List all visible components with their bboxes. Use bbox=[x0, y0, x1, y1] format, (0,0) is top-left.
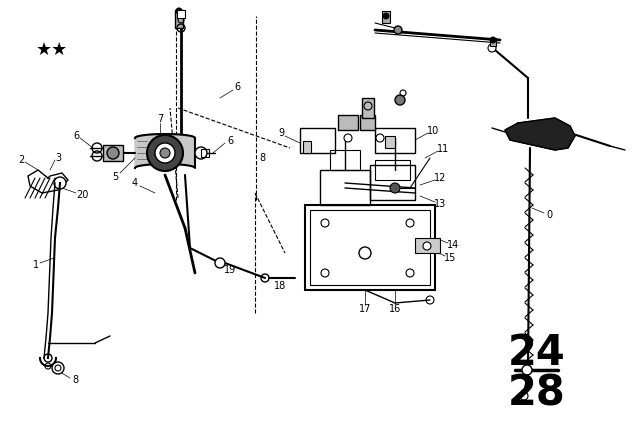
Circle shape bbox=[394, 26, 402, 34]
Circle shape bbox=[215, 258, 225, 268]
Text: 18: 18 bbox=[274, 281, 286, 291]
Circle shape bbox=[321, 219, 329, 227]
Text: 9: 9 bbox=[278, 128, 284, 138]
Circle shape bbox=[376, 134, 384, 142]
Text: ★★: ★★ bbox=[36, 41, 68, 59]
Text: 24: 24 bbox=[508, 332, 566, 374]
Bar bbox=[338, 115, 358, 130]
Polygon shape bbox=[505, 118, 575, 150]
Circle shape bbox=[390, 183, 400, 193]
Bar bbox=[310, 210, 430, 285]
Circle shape bbox=[107, 147, 119, 159]
Text: 12: 12 bbox=[434, 173, 446, 183]
Text: 8: 8 bbox=[259, 153, 265, 163]
Bar bbox=[305, 205, 435, 290]
Circle shape bbox=[490, 37, 496, 43]
Text: 0: 0 bbox=[546, 210, 552, 220]
Text: 16: 16 bbox=[389, 304, 401, 314]
Text: 17: 17 bbox=[359, 304, 371, 314]
Bar bbox=[330, 150, 360, 170]
Text: 28: 28 bbox=[508, 372, 566, 414]
Circle shape bbox=[155, 143, 175, 163]
Circle shape bbox=[147, 135, 183, 171]
Bar bbox=[300, 128, 335, 153]
Circle shape bbox=[488, 44, 496, 52]
Text: 1: 1 bbox=[33, 260, 39, 270]
Text: 5: 5 bbox=[112, 172, 118, 182]
Circle shape bbox=[52, 362, 64, 374]
Bar bbox=[490, 38, 496, 46]
Bar bbox=[201, 149, 209, 157]
Text: 15: 15 bbox=[444, 253, 456, 263]
Text: 13: 13 bbox=[434, 199, 446, 209]
Text: 19: 19 bbox=[224, 265, 236, 275]
Text: 10: 10 bbox=[427, 126, 439, 136]
Polygon shape bbox=[28, 170, 68, 193]
Bar bbox=[175, 10, 183, 28]
Circle shape bbox=[359, 247, 371, 259]
Circle shape bbox=[395, 95, 405, 105]
Circle shape bbox=[344, 134, 352, 142]
Text: 2: 2 bbox=[18, 155, 24, 165]
Bar bbox=[360, 115, 375, 130]
Text: 14: 14 bbox=[447, 240, 459, 250]
Text: 11: 11 bbox=[437, 144, 449, 154]
Circle shape bbox=[423, 242, 431, 250]
Circle shape bbox=[195, 147, 207, 159]
Polygon shape bbox=[135, 134, 195, 168]
Text: 7: 7 bbox=[157, 114, 163, 124]
Circle shape bbox=[160, 148, 170, 158]
Text: 4: 4 bbox=[132, 178, 138, 188]
Bar bbox=[320, 170, 370, 205]
Circle shape bbox=[54, 177, 66, 189]
Circle shape bbox=[321, 269, 329, 277]
Text: 6: 6 bbox=[227, 136, 233, 146]
Circle shape bbox=[383, 13, 389, 19]
Bar bbox=[415, 238, 440, 253]
Text: 6: 6 bbox=[234, 82, 240, 92]
Circle shape bbox=[406, 219, 414, 227]
Bar bbox=[375, 160, 410, 180]
Text: 8: 8 bbox=[72, 375, 78, 385]
Text: 6: 6 bbox=[73, 131, 79, 141]
Bar bbox=[103, 145, 123, 161]
Bar bbox=[362, 98, 374, 118]
Text: 20: 20 bbox=[76, 190, 88, 200]
Text: 3: 3 bbox=[55, 153, 61, 163]
Bar bbox=[177, 10, 185, 18]
Circle shape bbox=[176, 8, 182, 14]
Bar bbox=[385, 136, 395, 148]
Circle shape bbox=[522, 365, 532, 375]
Bar bbox=[303, 141, 311, 153]
Bar bbox=[382, 11, 390, 23]
Bar bbox=[370, 165, 415, 200]
Circle shape bbox=[406, 269, 414, 277]
Bar bbox=[375, 128, 415, 153]
